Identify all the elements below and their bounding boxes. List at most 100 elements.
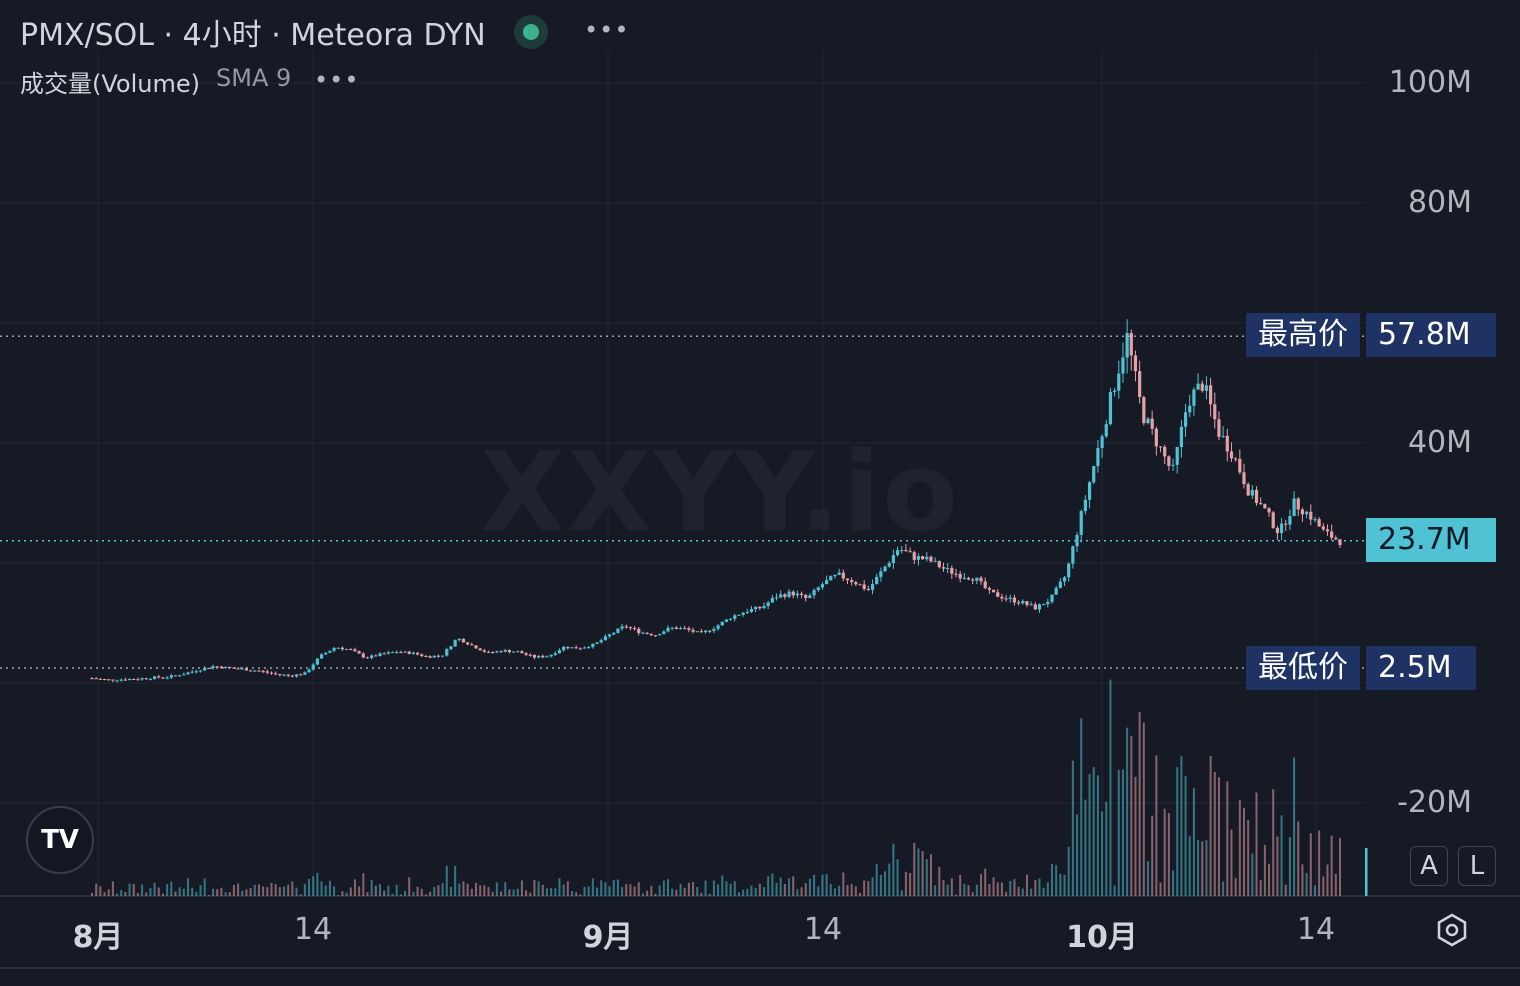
volume-bar [616, 879, 619, 896]
volume-bar [1142, 722, 1145, 896]
candle-body [833, 574, 837, 577]
volume-bar [191, 887, 194, 896]
candle-body [495, 651, 499, 653]
volume-bar [253, 884, 256, 896]
candle-body [758, 606, 762, 609]
candle-body [132, 679, 136, 681]
candle-body [457, 638, 461, 641]
candle-body [658, 634, 662, 636]
candle-body [829, 576, 833, 581]
candle-body [633, 628, 637, 630]
volume-bar [1234, 877, 1237, 896]
volume-bar [587, 886, 590, 896]
volume-bar [203, 878, 206, 896]
volume-bar [988, 884, 991, 896]
more-options-icon[interactable]: ••• [584, 16, 630, 44]
settings-gear-icon[interactable] [1434, 912, 1470, 948]
candle-body [1004, 598, 1008, 600]
candle-body [1008, 597, 1012, 599]
candle-body [678, 628, 683, 630]
volume-bar [1288, 837, 1291, 896]
candle-body [883, 566, 887, 572]
candle-body [983, 581, 987, 589]
volume-bar [1365, 848, 1368, 896]
candle-body [420, 654, 424, 657]
candle-body [620, 626, 624, 629]
volume-bar [1205, 840, 1208, 896]
candle-body [1242, 472, 1246, 485]
volume-bar [712, 880, 715, 896]
candle-body [850, 580, 854, 583]
volume-bar [383, 890, 386, 896]
volume-bar [1268, 863, 1271, 896]
candle-body [399, 652, 403, 654]
candle-body [1309, 511, 1313, 520]
volume-bar [212, 888, 215, 896]
tradingview-logo-icon[interactable]: TV [26, 806, 94, 874]
volume-bar [157, 887, 160, 896]
candle-body [962, 577, 966, 579]
candle-body [491, 651, 495, 653]
volume-bar [1138, 711, 1141, 896]
candle-body [198, 670, 203, 672]
volume-bar [166, 883, 169, 896]
candle-body [662, 631, 666, 635]
candle-body [774, 597, 779, 599]
volume-bar [1155, 755, 1158, 896]
volume-bar [1213, 772, 1216, 896]
volume-bar [750, 885, 753, 896]
candle-body [699, 631, 703, 633]
volume-bar [437, 885, 440, 896]
volume-bar [1034, 880, 1037, 896]
x-tick-label: 8月 [72, 920, 124, 955]
volume-bar [1113, 885, 1116, 896]
candle-body [929, 556, 933, 562]
volume-more-options-icon[interactable]: ••• [314, 66, 360, 94]
volume-bar [1059, 874, 1062, 896]
log-scale-button[interactable]: L [1458, 846, 1496, 886]
volume-bar [650, 885, 653, 896]
candle-body [1087, 482, 1092, 500]
candle-body [1300, 509, 1305, 515]
volume-bar [1080, 718, 1083, 896]
volume-bar [1301, 864, 1304, 896]
candle-body [1188, 405, 1192, 413]
volume-bar [1330, 835, 1333, 896]
volume-bar [767, 876, 770, 896]
volume-bar [449, 886, 452, 896]
candle-body [745, 611, 749, 613]
volume-bar [362, 873, 365, 896]
candle-body [374, 655, 378, 657]
volume-bar [412, 891, 415, 896]
volume-bar [249, 888, 252, 896]
candle-body [1200, 383, 1204, 391]
volume-bar [1101, 811, 1104, 896]
volume-bar [892, 843, 895, 896]
volume-bar [1230, 829, 1233, 896]
volume-bar [395, 884, 398, 896]
volume-bar [758, 883, 761, 896]
candle-body [411, 652, 415, 654]
candle-body [649, 633, 653, 636]
candle-body [966, 577, 971, 580]
candle-body [1284, 523, 1288, 525]
candle-body [1330, 531, 1334, 538]
volume-bar [1243, 807, 1245, 896]
volume-bar [257, 884, 260, 896]
volume-bar [704, 880, 707, 896]
candle-body [486, 651, 491, 653]
volume-bar [433, 886, 436, 896]
candle-body [553, 653, 557, 655]
candle-body [712, 628, 716, 631]
volume-bar [637, 882, 640, 896]
x-tick-label: 14 [803, 912, 843, 947]
volume-bar [600, 880, 603, 896]
candle-body [315, 658, 319, 665]
candle-body [820, 584, 825, 588]
auto-scale-button[interactable]: A [1410, 846, 1448, 886]
volume-bar [683, 887, 686, 896]
candle-body [215, 666, 219, 668]
candle-body [1246, 484, 1250, 496]
candle-body [516, 651, 520, 653]
